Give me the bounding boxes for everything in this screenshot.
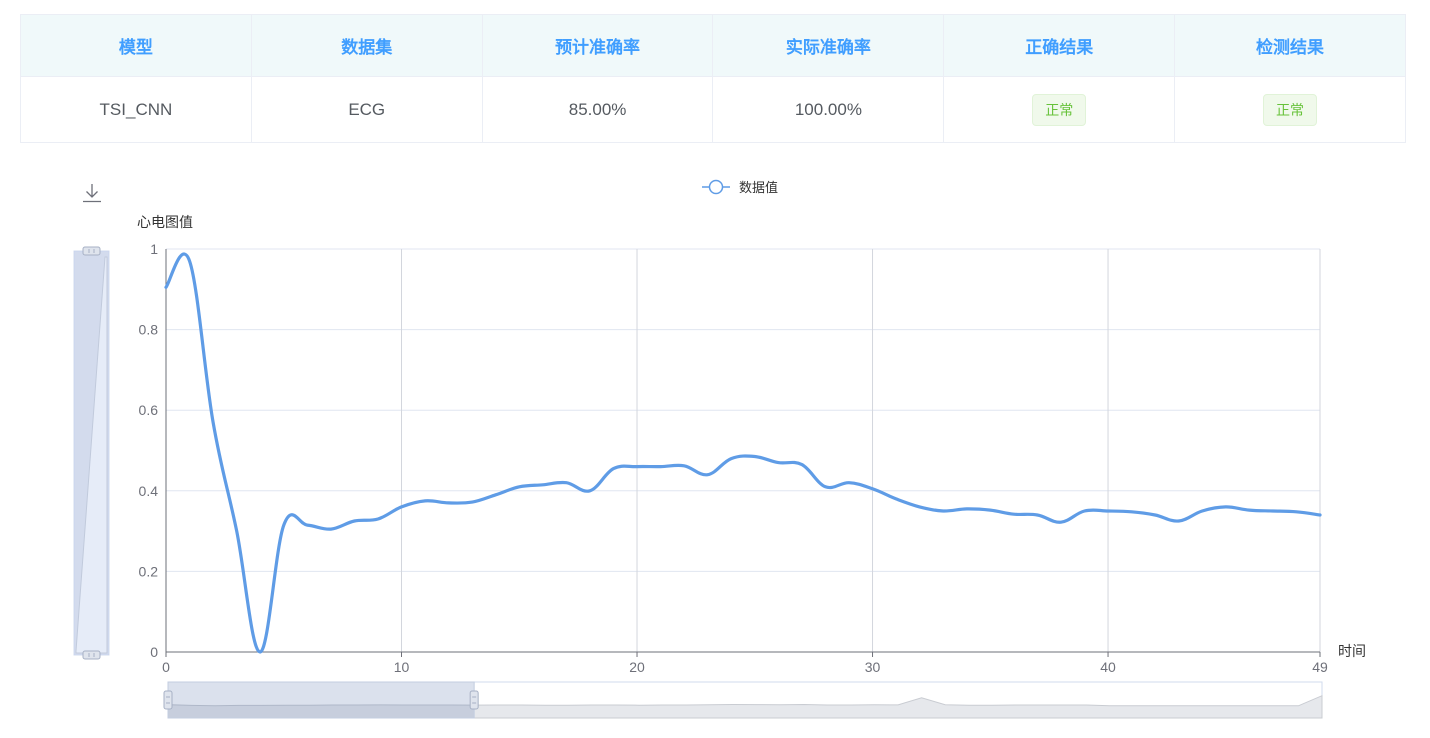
download-icon[interactable] [79,180,105,206]
y-tick-label: 0 [150,644,158,660]
series-data-value [164,252,1322,654]
cell-dataset: ECG [252,77,483,142]
x-tick-label: 40 [1100,659,1116,675]
legend-label: 数据值 [739,180,778,195]
cell-expected-accuracy: 85.00% [483,77,714,142]
y-tick-label: 0.4 [139,483,159,499]
x-tick-label: 49 [1312,659,1328,675]
y-tick-label: 0.8 [139,322,159,338]
header-correct-result: 正确结果 [944,15,1176,76]
correct-result-tag: 正常 [1032,93,1087,126]
cell-detected-result: 正常 [1175,77,1405,142]
vzoom-handle-bottom[interactable] [82,650,101,660]
x-tick-label: 30 [865,659,881,675]
result-table: 模型 数据集 预计准确率 实际准确率 正确结果 检测结果 TSI_CNN ECG… [20,14,1406,143]
x-tick-label: 0 [162,659,170,675]
cell-correct-result: 正常 [944,77,1176,142]
cell-model: TSI_CNN [21,77,252,142]
x-tick-label: 20 [629,659,645,675]
x-tick-label: 10 [394,659,410,675]
grid-lines [166,248,1321,652]
y-tick-label: 1 [150,241,158,257]
header-actual-accuracy: 实际准确率 [713,15,945,76]
legend-item[interactable]: 数据值 [702,179,778,195]
hzoom-selected-range[interactable] [167,681,475,719]
y-axis-title: 心电图值 [137,214,193,230]
table-header-row: 模型 数据集 预计准确率 实际准确率 正确结果 检测结果 [21,15,1405,77]
hzoom-handle-left[interactable] [163,690,173,710]
horizontal-data-zoom[interactable] [163,681,1323,719]
hzoom-handle-right[interactable] [469,690,479,710]
y-tick-label: 0.2 [139,563,159,579]
x-axis-title: 时间 [1338,643,1366,659]
axes [165,249,1321,657]
y-tick-label: 0.6 [139,402,159,418]
header-model: 模型 [21,15,252,76]
vzoom-shadow [75,256,108,654]
cell-actual-accuracy: 100.00% [713,77,945,142]
vzoom-handle-top[interactable] [82,246,101,256]
table-row: TSI_CNN ECG 85.00% 100.00% 正常 正常 [21,77,1405,142]
vertical-data-zoom[interactable] [73,246,110,660]
series-line [164,252,1322,654]
detected-result-tag: 正常 [1263,93,1318,126]
vzoom-selected-range [74,251,109,655]
tick-labels: 00.20.40.60.810 10 20 30 40 49 [139,241,1328,675]
header-expected-accuracy: 预计准确率 [483,15,714,76]
hzoom-overview-shadow [167,694,1323,719]
header-detected-result: 检测结果 [1256,38,1325,57]
header-dataset: 数据集 [252,15,483,76]
